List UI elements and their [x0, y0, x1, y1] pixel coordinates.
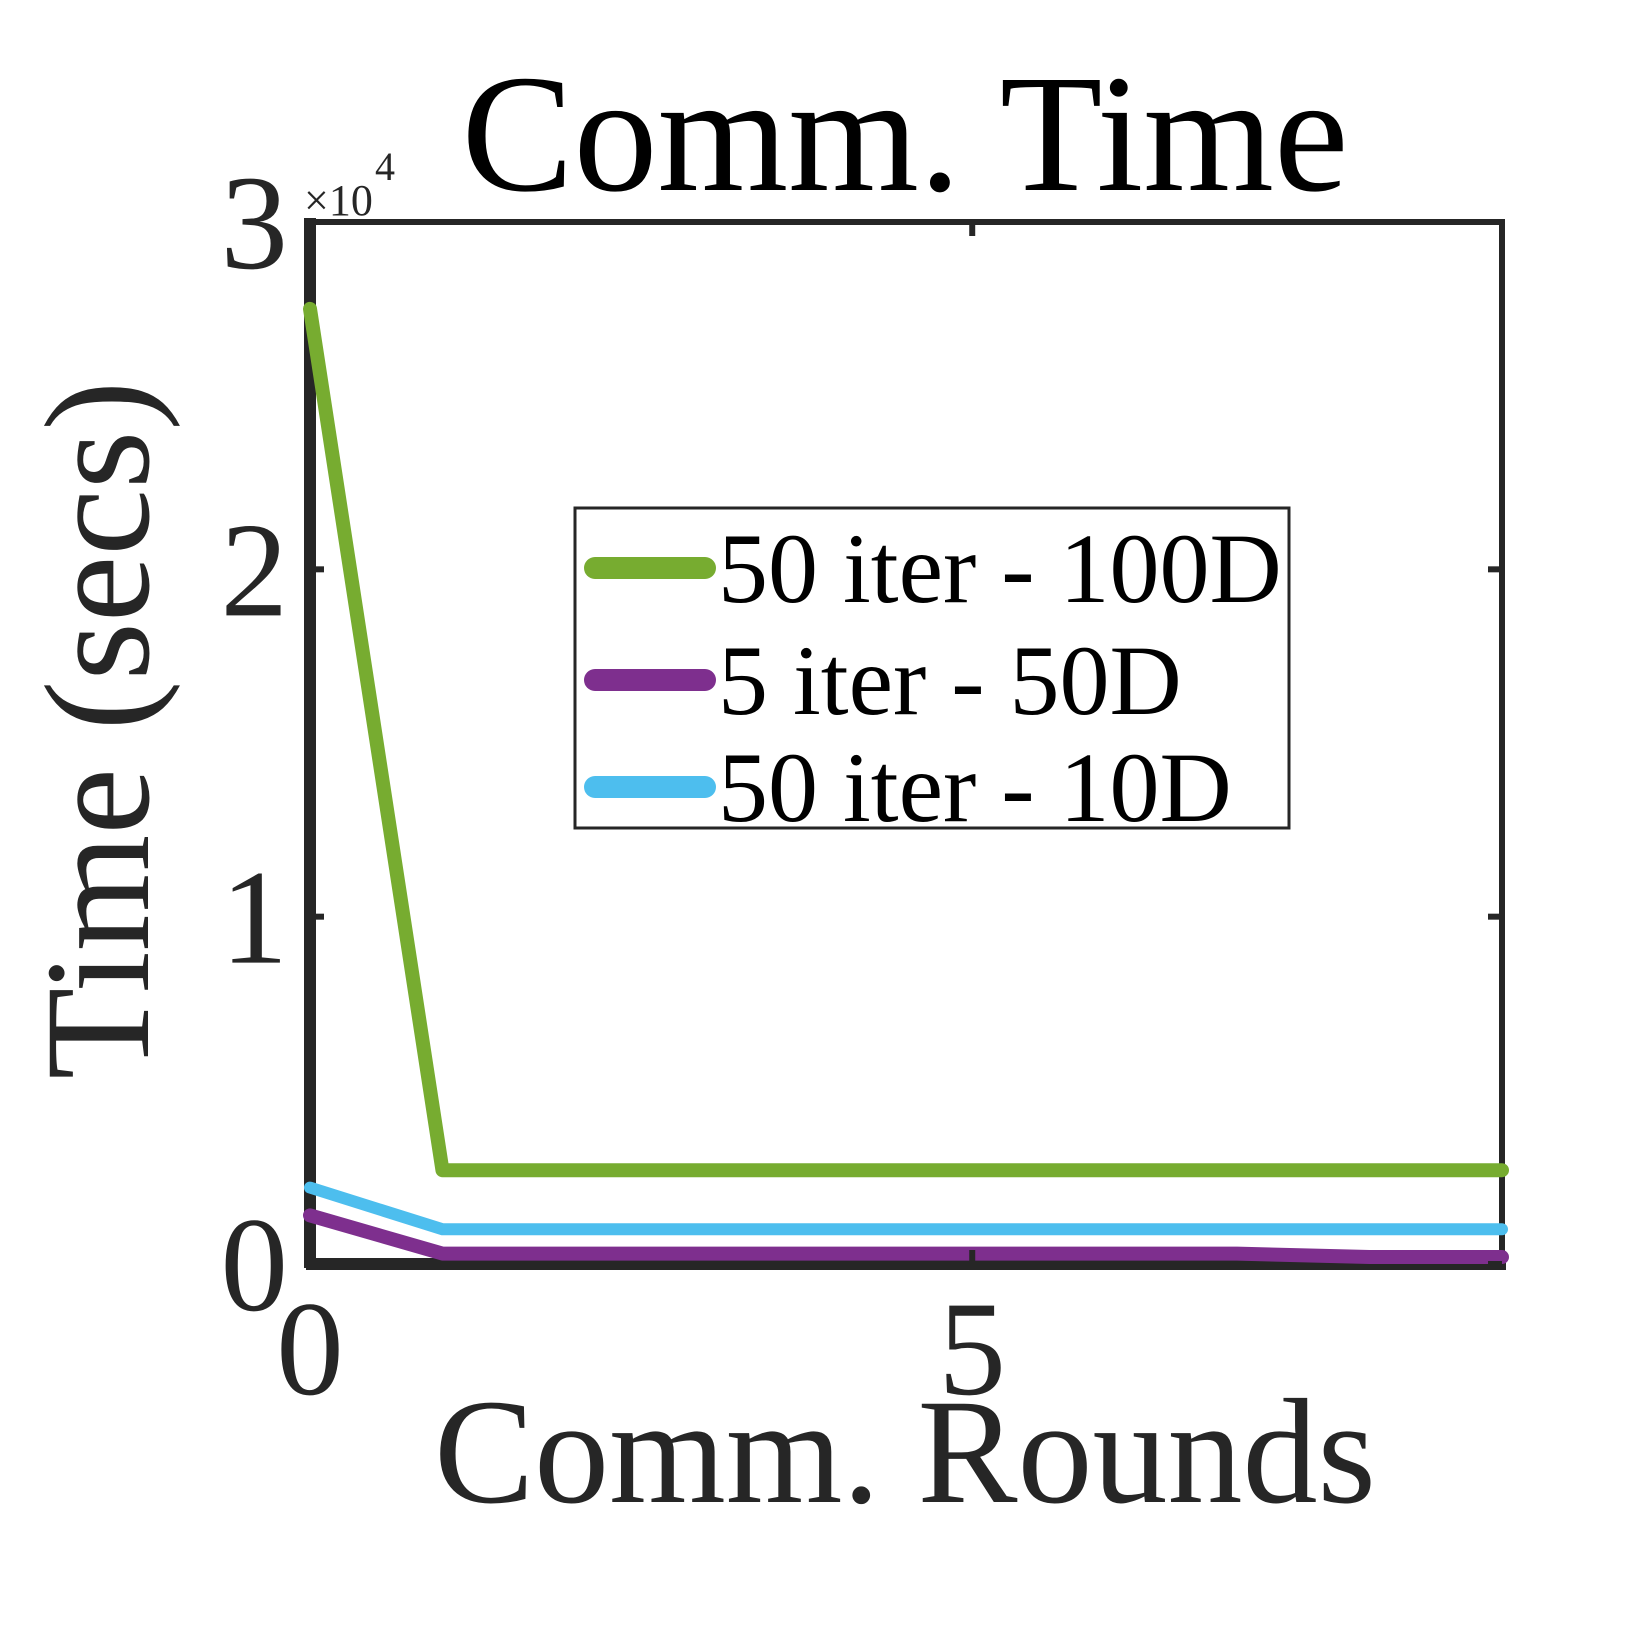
series-line-1	[303, 301, 1509, 1178]
legend-label: 50 iter - 10D	[718, 732, 1232, 843]
legend-label: 50 iter - 100D	[718, 513, 1282, 624]
chart-title: Comm. Time	[461, 41, 1348, 227]
series-layer	[303, 301, 1509, 1265]
legend-label: 5 iter - 50D	[718, 625, 1182, 736]
plot-area	[304, 218, 1506, 1270]
y-tick-label: 0	[221, 1191, 289, 1340]
tick-layer: 0 1 2 3 0 5	[221, 149, 1502, 1424]
y-axis-label: Time (secs)	[15, 381, 181, 1080]
y-exponent-label: ×10 4	[304, 144, 395, 225]
y-tick-label: 1	[221, 844, 289, 993]
x-tick-label: 5	[938, 1275, 1006, 1424]
x-tick-label: 0	[276, 1275, 344, 1424]
y-exponent-base: ×10	[304, 176, 373, 225]
y-tick-label: 2	[221, 496, 289, 645]
y-exponent-power: 4	[375, 144, 395, 189]
x-axis-label: Comm. Rounds	[434, 1369, 1376, 1535]
series-line-2	[303, 1208, 1509, 1265]
y-tick-label: 3	[221, 149, 289, 298]
series-line-3	[304, 1181, 1508, 1236]
